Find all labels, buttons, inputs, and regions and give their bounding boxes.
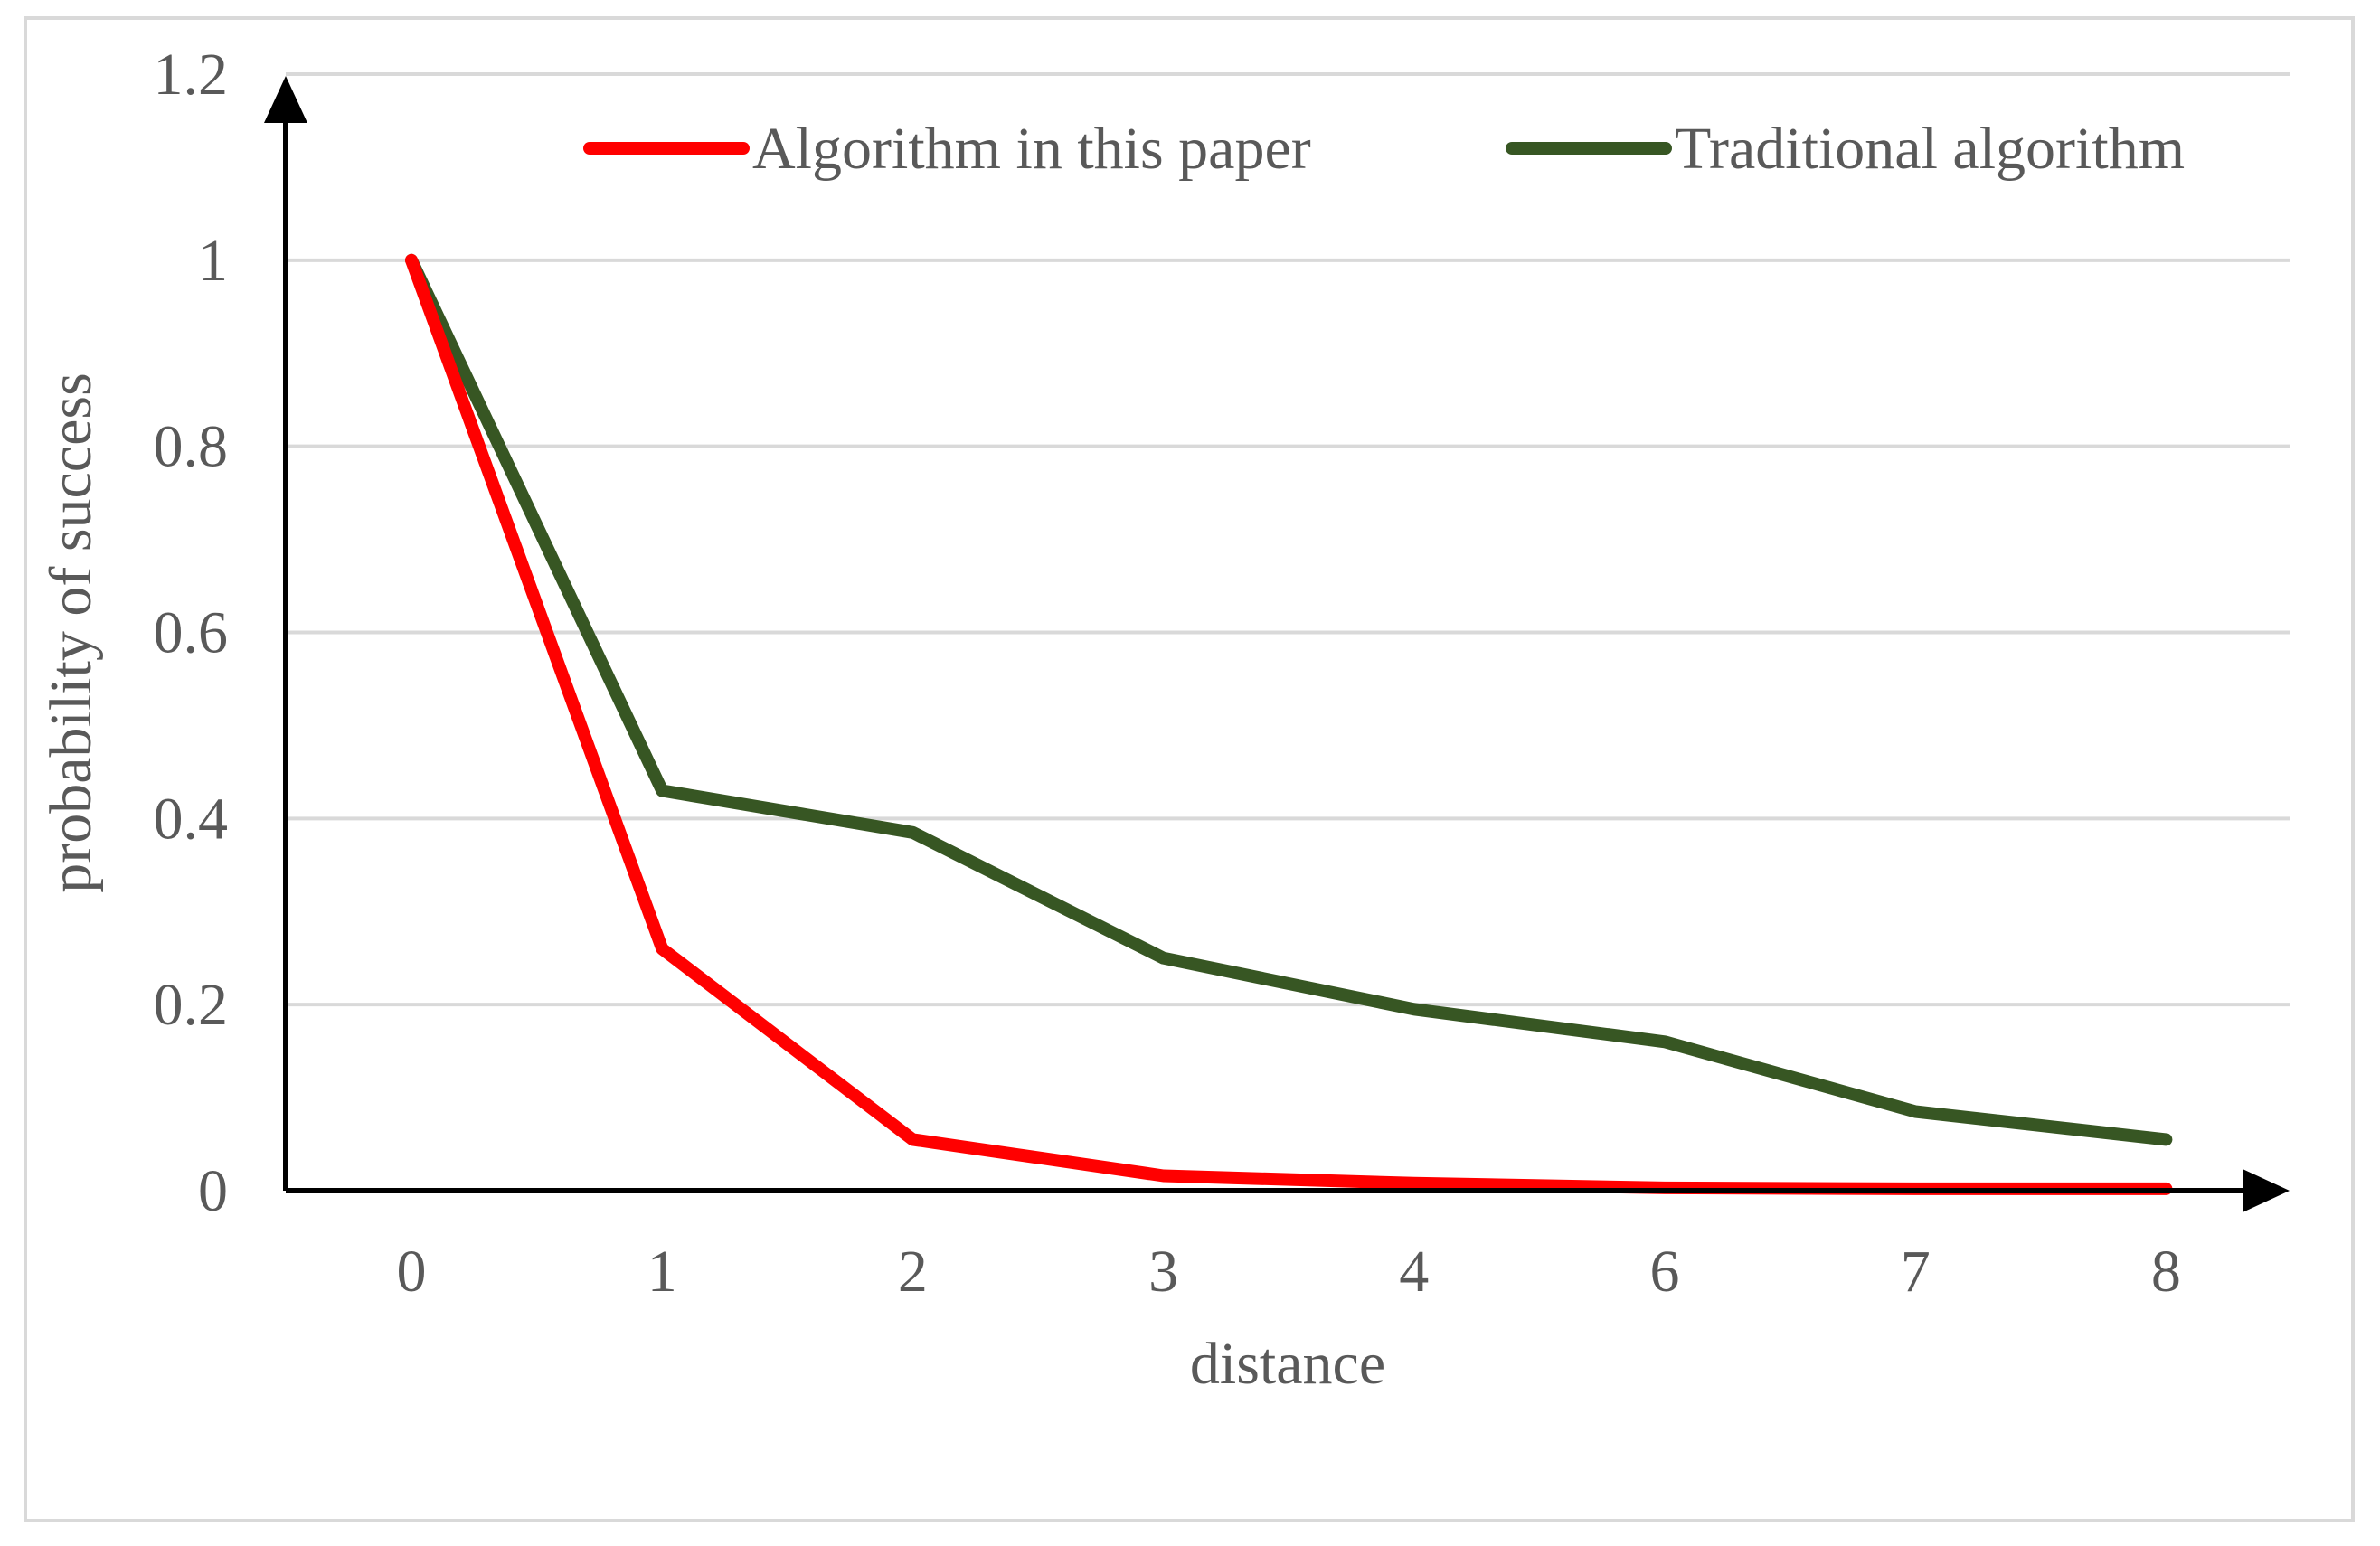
x-tick-label: 8 — [2151, 1239, 2181, 1305]
legend-label: Algorithm in this paper — [752, 116, 1311, 182]
axes — [264, 76, 2290, 1212]
data-point — [911, 1138, 914, 1141]
x-axis-title: distance — [1190, 1331, 1385, 1397]
data-point — [911, 831, 914, 834]
gridlines — [286, 72, 2290, 1007]
data-point — [1914, 1110, 1917, 1113]
y-axis-title: probability of success — [38, 372, 104, 893]
data-point — [661, 789, 664, 792]
data-point — [661, 947, 664, 950]
y-tick-label: 1 — [198, 228, 228, 294]
x-tick-label: 2 — [898, 1239, 928, 1305]
data-point — [1162, 1174, 1165, 1177]
data-point — [2165, 1138, 2168, 1141]
series-line-0 — [405, 253, 2173, 1195]
y-tick-label: 0 — [198, 1158, 228, 1224]
data-point — [1664, 1041, 1666, 1043]
x-tick-label: 4 — [1399, 1239, 1429, 1305]
y-tick-label: 0.8 — [154, 414, 229, 480]
legend-label: Traditional algorithm — [1675, 116, 2185, 182]
series-lines — [405, 253, 2173, 1195]
x-tick-label: 6 — [1650, 1239, 1680, 1305]
series-line-1 — [405, 253, 2173, 1146]
x-tick-label: 0 — [397, 1239, 427, 1305]
data-point — [411, 259, 412, 261]
y-axis-arrow-icon — [264, 76, 307, 123]
x-tick-label: 7 — [1901, 1239, 1931, 1305]
x-tick-label: 1 — [647, 1239, 677, 1305]
x-tick-label: 3 — [1148, 1239, 1178, 1305]
legend: Algorithm in this paper Traditional algor… — [583, 116, 2185, 182]
data-point — [1162, 957, 1165, 959]
data-point — [1412, 1182, 1415, 1184]
y-tick-label: 0.6 — [154, 600, 229, 666]
x-axis-arrow-icon — [2243, 1169, 2290, 1212]
y-tick-labels: 0 0.2 0.4 0.6 0.8 1 1.2 — [154, 42, 229, 1224]
data-point — [1412, 1008, 1415, 1011]
x-tick-labels: 0 1 2 3 4 6 7 8 — [397, 1239, 2181, 1305]
y-tick-label: 0.4 — [154, 786, 229, 852]
y-tick-label: 0.2 — [154, 972, 229, 1038]
y-tick-label: 1.2 — [154, 42, 229, 108]
